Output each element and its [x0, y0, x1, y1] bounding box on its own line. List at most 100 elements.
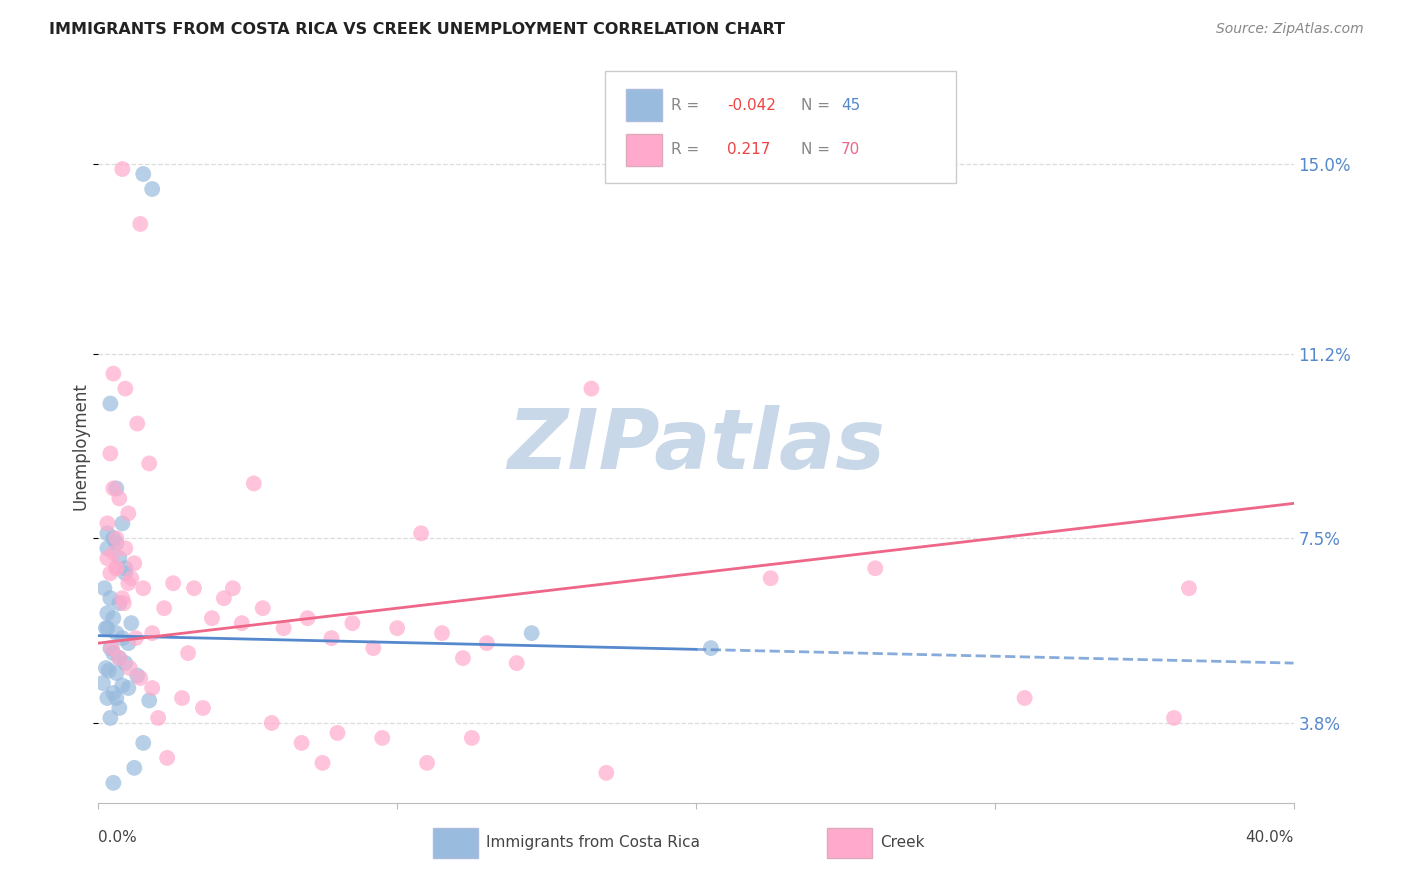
Point: [141, 681, 163, 695]
Point: [212, 591, 235, 606]
Point: [118, 661, 141, 675]
Text: Creek: Creek: [880, 836, 925, 850]
Point: [117, 636, 139, 650]
Point: [385, 621, 409, 635]
Point: [326, 726, 349, 740]
Y-axis label: Unemployment: Unemployment: [72, 382, 90, 510]
Point: [114, 561, 136, 575]
Point: [96, 606, 118, 620]
Point: [111, 516, 134, 531]
Point: [98, 641, 122, 656]
Point: [865, 561, 887, 575]
Point: [132, 581, 155, 595]
Point: [105, 531, 128, 545]
Point: [103, 776, 125, 790]
Text: N =: N =: [801, 143, 835, 157]
Point: [183, 581, 205, 595]
Point: [96, 621, 118, 635]
Point: [311, 756, 333, 770]
Point: [97, 664, 120, 678]
Point: [108, 551, 131, 566]
Point: [98, 566, 122, 581]
Point: [291, 736, 314, 750]
Point: [1014, 691, 1036, 706]
Text: N =: N =: [801, 98, 835, 112]
Point: [103, 367, 125, 381]
Point: [177, 646, 200, 660]
Point: [156, 751, 179, 765]
Point: [451, 651, 474, 665]
Point: [127, 417, 149, 431]
Point: [321, 631, 343, 645]
Text: ZIPatlas: ZIPatlas: [508, 406, 884, 486]
Point: [98, 591, 122, 606]
Point: [132, 167, 155, 181]
Text: Immigrants from Costa Rica: Immigrants from Costa Rica: [486, 836, 700, 850]
Point: [506, 656, 529, 670]
Point: [117, 576, 139, 591]
Point: [94, 621, 117, 635]
Point: [111, 631, 134, 645]
Text: 0.217: 0.217: [727, 143, 770, 157]
Point: [112, 596, 135, 610]
Point: [105, 666, 128, 681]
Point: [111, 679, 134, 693]
Point: [103, 686, 125, 700]
Point: [108, 651, 131, 665]
Point: [108, 491, 131, 506]
Text: 0.0%: 0.0%: [98, 830, 138, 846]
Point: [120, 616, 142, 631]
Point: [111, 162, 134, 177]
Point: [411, 526, 433, 541]
Point: [141, 626, 163, 640]
Point: [231, 616, 253, 631]
Point: [114, 566, 136, 581]
Point: [1178, 581, 1201, 595]
Point: [581, 382, 603, 396]
Text: R =: R =: [671, 143, 704, 157]
Point: [105, 561, 128, 575]
Point: [103, 546, 125, 560]
Point: [127, 668, 149, 682]
Point: [114, 656, 136, 670]
Point: [114, 541, 136, 556]
Point: [595, 765, 617, 780]
Point: [148, 711, 170, 725]
Point: [162, 576, 184, 591]
Text: IMMIGRANTS FROM COSTA RICA VS CREEK UNEMPLOYMENT CORRELATION CHART: IMMIGRANTS FROM COSTA RICA VS CREEK UNEM…: [49, 22, 785, 37]
Point: [1163, 711, 1185, 725]
Text: R =: R =: [671, 98, 704, 112]
Point: [111, 591, 134, 606]
Point: [342, 616, 364, 631]
Point: [103, 531, 125, 545]
Point: [117, 681, 139, 695]
Point: [700, 641, 723, 656]
Point: [222, 581, 245, 595]
Point: [430, 626, 453, 640]
Point: [129, 671, 152, 685]
Point: [461, 731, 484, 745]
Point: [114, 382, 136, 396]
Point: [105, 482, 128, 496]
Point: [94, 661, 117, 675]
Point: [103, 611, 125, 625]
Point: [475, 636, 498, 650]
Point: [759, 571, 782, 585]
Point: [273, 621, 295, 635]
Point: [98, 711, 122, 725]
Point: [101, 641, 124, 656]
Point: [243, 476, 266, 491]
Point: [96, 541, 118, 556]
Point: [96, 526, 118, 541]
Point: [124, 761, 146, 775]
Point: [129, 217, 152, 231]
Point: [108, 651, 131, 665]
Point: [108, 701, 131, 715]
Point: [108, 596, 131, 610]
Point: [105, 561, 128, 575]
Point: [153, 601, 176, 615]
Point: [138, 693, 160, 707]
Point: [124, 556, 146, 570]
Point: [141, 182, 163, 196]
Text: Source: ZipAtlas.com: Source: ZipAtlas.com: [1216, 22, 1364, 37]
